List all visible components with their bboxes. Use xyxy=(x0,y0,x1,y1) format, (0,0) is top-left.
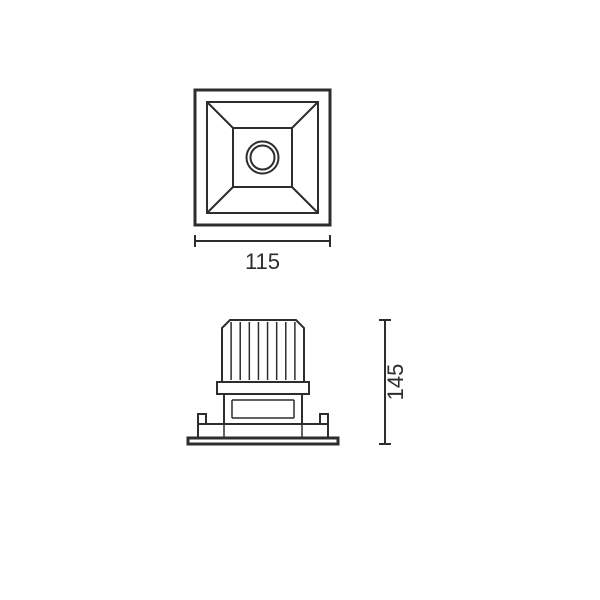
side-view: 145 xyxy=(188,320,408,444)
top-view: 115 xyxy=(195,90,330,274)
technical-drawing: 115 145 xyxy=(0,0,600,600)
dim-width-label: 115 xyxy=(245,249,280,274)
collar xyxy=(217,382,309,394)
trim xyxy=(198,424,328,438)
lens-housing xyxy=(224,394,302,424)
heatsink-outline xyxy=(222,320,304,382)
flange xyxy=(188,438,338,444)
dim-height-label: 145 xyxy=(383,364,408,401)
